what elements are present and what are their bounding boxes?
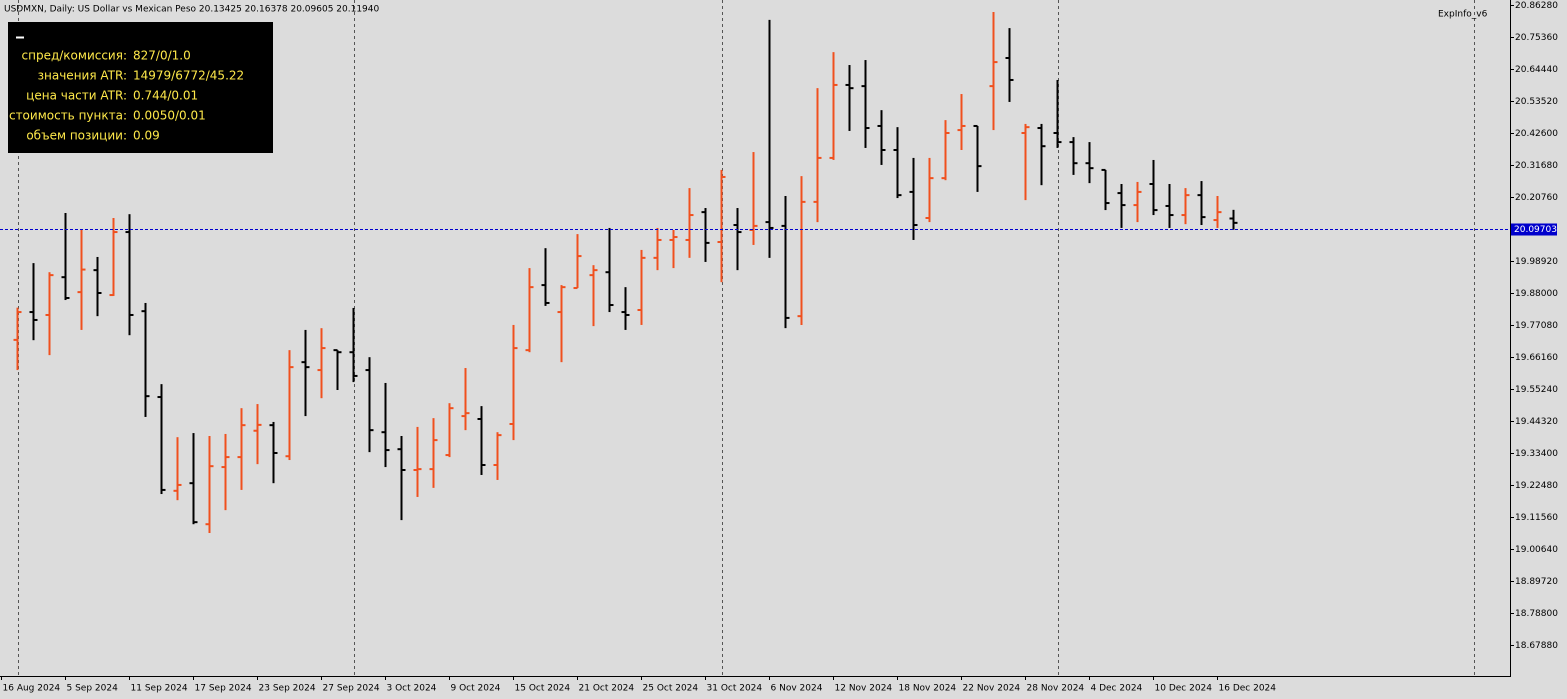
x-tick-label: 21 Oct 2024 (579, 684, 635, 694)
y-tick-label: 19.22480 (1515, 481, 1558, 491)
panel-value: 0.744/0.01 (133, 89, 198, 103)
y-tick-label: 20.64440 (1515, 65, 1558, 75)
panel-value: 0.09 (133, 129, 160, 143)
x-tick-label: 12 Nov 2024 (835, 684, 893, 694)
info-panel: спред/комиссия: 827/0/1.0 значения ATR: 149… (8, 22, 273, 153)
indicator-label: ExpInfo_v6 (1438, 10, 1488, 20)
y-tick-label: 19.44320 (1515, 417, 1558, 427)
y-tick-label: 19.66160 (1515, 353, 1558, 363)
current-price-box (1511, 223, 1557, 236)
y-tick-label: 20.53520 (1515, 97, 1558, 107)
x-tick-label: 10 Dec 2024 (1155, 684, 1213, 694)
y-tick-label: 18.89720 (1515, 577, 1558, 587)
current-price-label: 20.09703 (1514, 225, 1557, 235)
x-tick-label: 16 Dec 2024 (1219, 684, 1277, 694)
x-tick-label: 23 Sep 2024 (259, 684, 316, 694)
x-tick-label: 28 Nov 2024 (1027, 684, 1085, 694)
x-tick-label: 15 Oct 2024 (515, 684, 571, 694)
x-tick-label: 17 Sep 2024 (195, 684, 252, 694)
y-tick-label: 20.31680 (1515, 161, 1558, 171)
y-tick-label: 20.75360 (1515, 33, 1558, 43)
panel-label: спред/комиссия: (22, 49, 127, 63)
y-tick-label: 20.20760 (1515, 193, 1558, 203)
x-tick-label: 16 Aug 2024 (3, 684, 61, 694)
x-tick-label: 22 Nov 2024 (963, 684, 1021, 694)
y-tick-label: 19.11560 (1515, 513, 1558, 523)
y-tick-label: 19.98920 (1515, 257, 1558, 267)
x-tick-label: 6 Nov 2024 (771, 684, 823, 694)
panel-label: значения ATR: (38, 69, 127, 83)
x-tick-label: 5 Sep 2024 (67, 684, 119, 694)
y-tick-label: 18.67880 (1515, 641, 1558, 651)
x-tick-label: 31 Oct 2024 (707, 684, 763, 694)
y-tick-label: 19.88000 (1515, 289, 1558, 299)
x-tick-label: 9 Oct 2024 (451, 684, 501, 694)
x-tick-label: 4 Dec 2024 (1091, 684, 1143, 694)
y-tick-label: 20.86280 (1515, 1, 1558, 11)
panel-label: стоимость пункта: (9, 109, 127, 123)
y-tick-label: 19.55240 (1515, 385, 1558, 395)
chart-title: USDMXN, Daily: US Dollar vs Mexican Peso… (4, 5, 380, 15)
x-tick-label: 3 Oct 2024 (387, 684, 437, 694)
y-tick-label: 19.33400 (1515, 449, 1558, 459)
y-tick-label: 19.77080 (1515, 321, 1558, 331)
panel-label: цена части ATR: (26, 89, 127, 103)
y-tick-label: 20.42600 (1515, 129, 1558, 139)
panel-value: 827/0/1.0 (133, 49, 191, 63)
x-tick-label: 27 Sep 2024 (323, 684, 380, 694)
panel-label: объем позиции: (26, 129, 127, 143)
panel-value: 0.0050/0.01 (133, 109, 206, 123)
x-tick-label: 18 Nov 2024 (899, 684, 957, 694)
x-tick-label: 25 Oct 2024 (643, 684, 699, 694)
panel-value: 14979/6772/45.22 (133, 69, 244, 83)
y-tick-label: 18.78800 (1515, 609, 1558, 619)
y-tick-label: 19.00640 (1515, 545, 1558, 555)
panel-background (8, 22, 273, 153)
x-tick-label: 11 Sep 2024 (131, 684, 188, 694)
